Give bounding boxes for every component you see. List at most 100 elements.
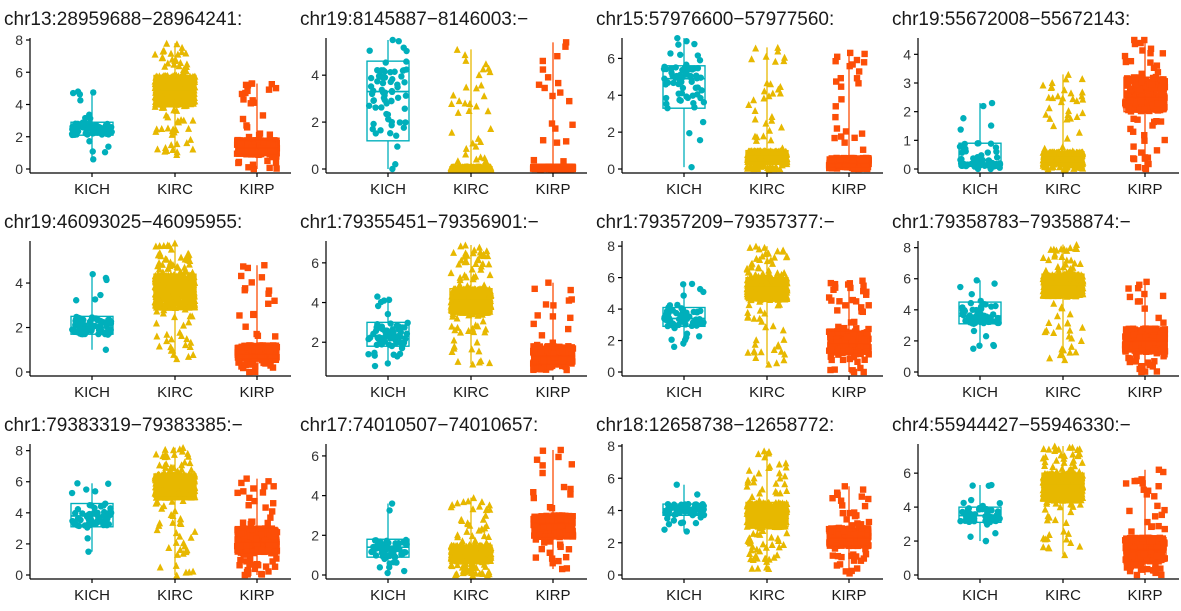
data-point — [236, 312, 243, 319]
data-point — [180, 272, 188, 280]
data-point — [475, 243, 483, 251]
data-point — [1048, 79, 1056, 87]
data-point — [853, 56, 861, 64]
box-kich — [70, 274, 114, 350]
data-point — [153, 307, 161, 315]
data-point — [367, 74, 375, 82]
data-point — [400, 124, 408, 131]
data-point — [182, 80, 190, 88]
data-point — [178, 90, 186, 98]
data-point — [235, 359, 242, 366]
data-point — [760, 87, 768, 95]
data-point — [90, 156, 97, 163]
data-point — [962, 145, 969, 152]
data-point — [258, 274, 266, 281]
data-point — [101, 149, 109, 156]
x-tick-label: KIRP — [239, 384, 274, 401]
data-point — [186, 342, 194, 350]
data-point — [105, 131, 112, 138]
data-point — [154, 96, 162, 104]
data-point — [767, 136, 775, 144]
data-point — [258, 144, 266, 151]
data-point — [1077, 149, 1085, 157]
data-point — [479, 65, 487, 73]
data-point — [1075, 128, 1083, 136]
data-point — [268, 137, 276, 144]
data-point — [169, 146, 177, 154]
data-point — [384, 111, 392, 118]
data-point — [1137, 98, 1145, 105]
data-point — [748, 55, 756, 63]
data-point — [1141, 154, 1149, 161]
data-point — [371, 352, 378, 359]
data-point — [173, 40, 181, 48]
data-point — [372, 104, 379, 111]
data-point — [688, 163, 695, 171]
data-point — [688, 78, 695, 85]
data-point — [1054, 92, 1062, 100]
data-point — [774, 47, 782, 55]
data-point — [269, 142, 276, 149]
x-tick-label: KICH — [370, 181, 406, 198]
data-point — [1161, 136, 1168, 144]
data-point — [751, 106, 759, 114]
data-point — [1154, 69, 1162, 76]
data-point — [1149, 122, 1156, 129]
data-point — [455, 97, 463, 105]
data-point — [187, 338, 195, 346]
data-point — [164, 59, 172, 67]
data-point — [77, 97, 84, 104]
data-point — [171, 313, 179, 321]
data-point — [694, 91, 701, 98]
data-point — [234, 137, 241, 145]
data-point — [181, 255, 189, 263]
data-point — [1039, 81, 1047, 89]
data-point — [267, 362, 274, 369]
data-point — [752, 156, 760, 164]
data-point — [86, 138, 93, 145]
data-point — [676, 71, 684, 79]
data-point — [859, 146, 867, 153]
data-point — [748, 151, 756, 159]
data-point — [190, 81, 198, 89]
data-point — [189, 350, 197, 358]
data-point — [246, 368, 253, 376]
data-point — [366, 47, 373, 54]
data-point — [398, 73, 405, 80]
data-point — [1127, 57, 1135, 65]
data-point — [272, 159, 280, 166]
data-point — [247, 361, 255, 368]
data-point — [667, 50, 674, 57]
data-point — [188, 297, 196, 305]
data-point — [774, 43, 782, 51]
data-point — [365, 350, 372, 358]
data-point — [675, 80, 682, 88]
data-point — [1050, 122, 1058, 130]
data-point — [173, 140, 181, 148]
data-point — [185, 124, 193, 132]
data-point — [1130, 115, 1137, 123]
data-point — [367, 83, 375, 90]
data-point — [76, 321, 83, 329]
y-tick-label: 2 — [903, 104, 911, 120]
box-body-overlay — [366, 321, 410, 347]
data-point — [252, 363, 259, 370]
data-point — [1066, 114, 1074, 122]
data-point — [1153, 106, 1160, 113]
data-point — [167, 49, 175, 57]
data-point — [166, 272, 174, 280]
data-point — [1045, 93, 1053, 101]
data-point — [832, 103, 839, 110]
data-point — [842, 163, 850, 170]
data-point — [554, 52, 561, 60]
data-point — [390, 328, 397, 336]
data-point — [379, 79, 387, 87]
data-point — [1078, 88, 1086, 96]
data-point — [255, 148, 262, 155]
points-kirc — [743, 43, 791, 173]
data-point — [366, 334, 374, 341]
data-point — [457, 256, 465, 264]
data-point — [765, 165, 773, 173]
y-tick-label: 0 — [15, 161, 23, 177]
